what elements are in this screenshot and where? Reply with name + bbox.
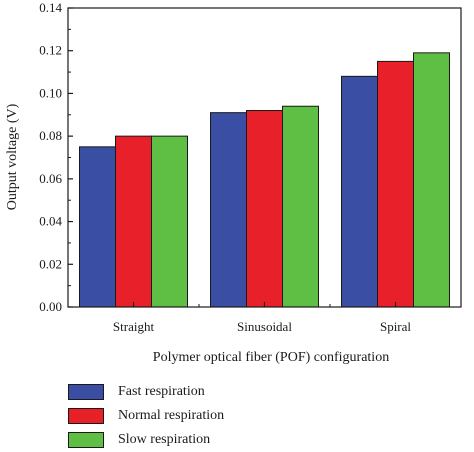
- legend-item-1: Normal respiration: [68, 404, 224, 428]
- legend: Fast respiration Normal respiration Slow r…: [68, 380, 224, 452]
- axes-layer: 0.00 0.02 0.04 0.06 0.08 0.10 0.12 0.14 Straight…: [39, 0, 462, 334]
- bar-2-1: [282, 105, 319, 308]
- y-tick-label-7: 0.14: [39, 0, 62, 15]
- legend-label-0: Fast respiration: [118, 384, 205, 399]
- x-tick-label-2: Spiral: [380, 319, 411, 334]
- x-tick-label-0: Straight: [113, 319, 155, 334]
- bars-layer: [79, 52, 450, 308]
- bar-1-2: [377, 60, 414, 308]
- x-tick-label-1: Sinusoidal: [237, 319, 292, 334]
- y-tick-label-3: 0.06: [39, 171, 62, 186]
- y-tick-label-0: 0.00: [39, 299, 62, 314]
- bar-0-0: [79, 146, 116, 308]
- legend-swatch-1: [68, 408, 104, 424]
- y-axis-title: Output voltage (V): [5, 103, 20, 210]
- y-tick-label-5: 0.10: [39, 85, 62, 100]
- legend-swatch-2: [68, 432, 104, 448]
- bar-0-1: [210, 112, 247, 308]
- x-axis-title: Polymer optical fiber (POF) configuratio…: [153, 350, 389, 365]
- y-tick-label-1: 0.02: [39, 256, 62, 271]
- legend-swatch-0: [68, 384, 104, 400]
- bar-0-2: [341, 75, 378, 308]
- bar-1-1: [246, 110, 283, 308]
- legend-item-2: Slow respiration: [68, 428, 224, 452]
- bar-2-0: [151, 135, 188, 308]
- legend-label-1: Normal respiration: [118, 408, 225, 423]
- bar-1-0: [115, 135, 152, 308]
- bar-2-2: [413, 52, 450, 308]
- legend-item-0: Fast respiration: [68, 380, 224, 404]
- y-tick-label-6: 0.12: [39, 43, 62, 58]
- y-tick-label-4: 0.08: [39, 128, 62, 143]
- y-tick-label-2: 0.04: [39, 214, 62, 229]
- legend-label-2: Slow respiration: [118, 432, 211, 447]
